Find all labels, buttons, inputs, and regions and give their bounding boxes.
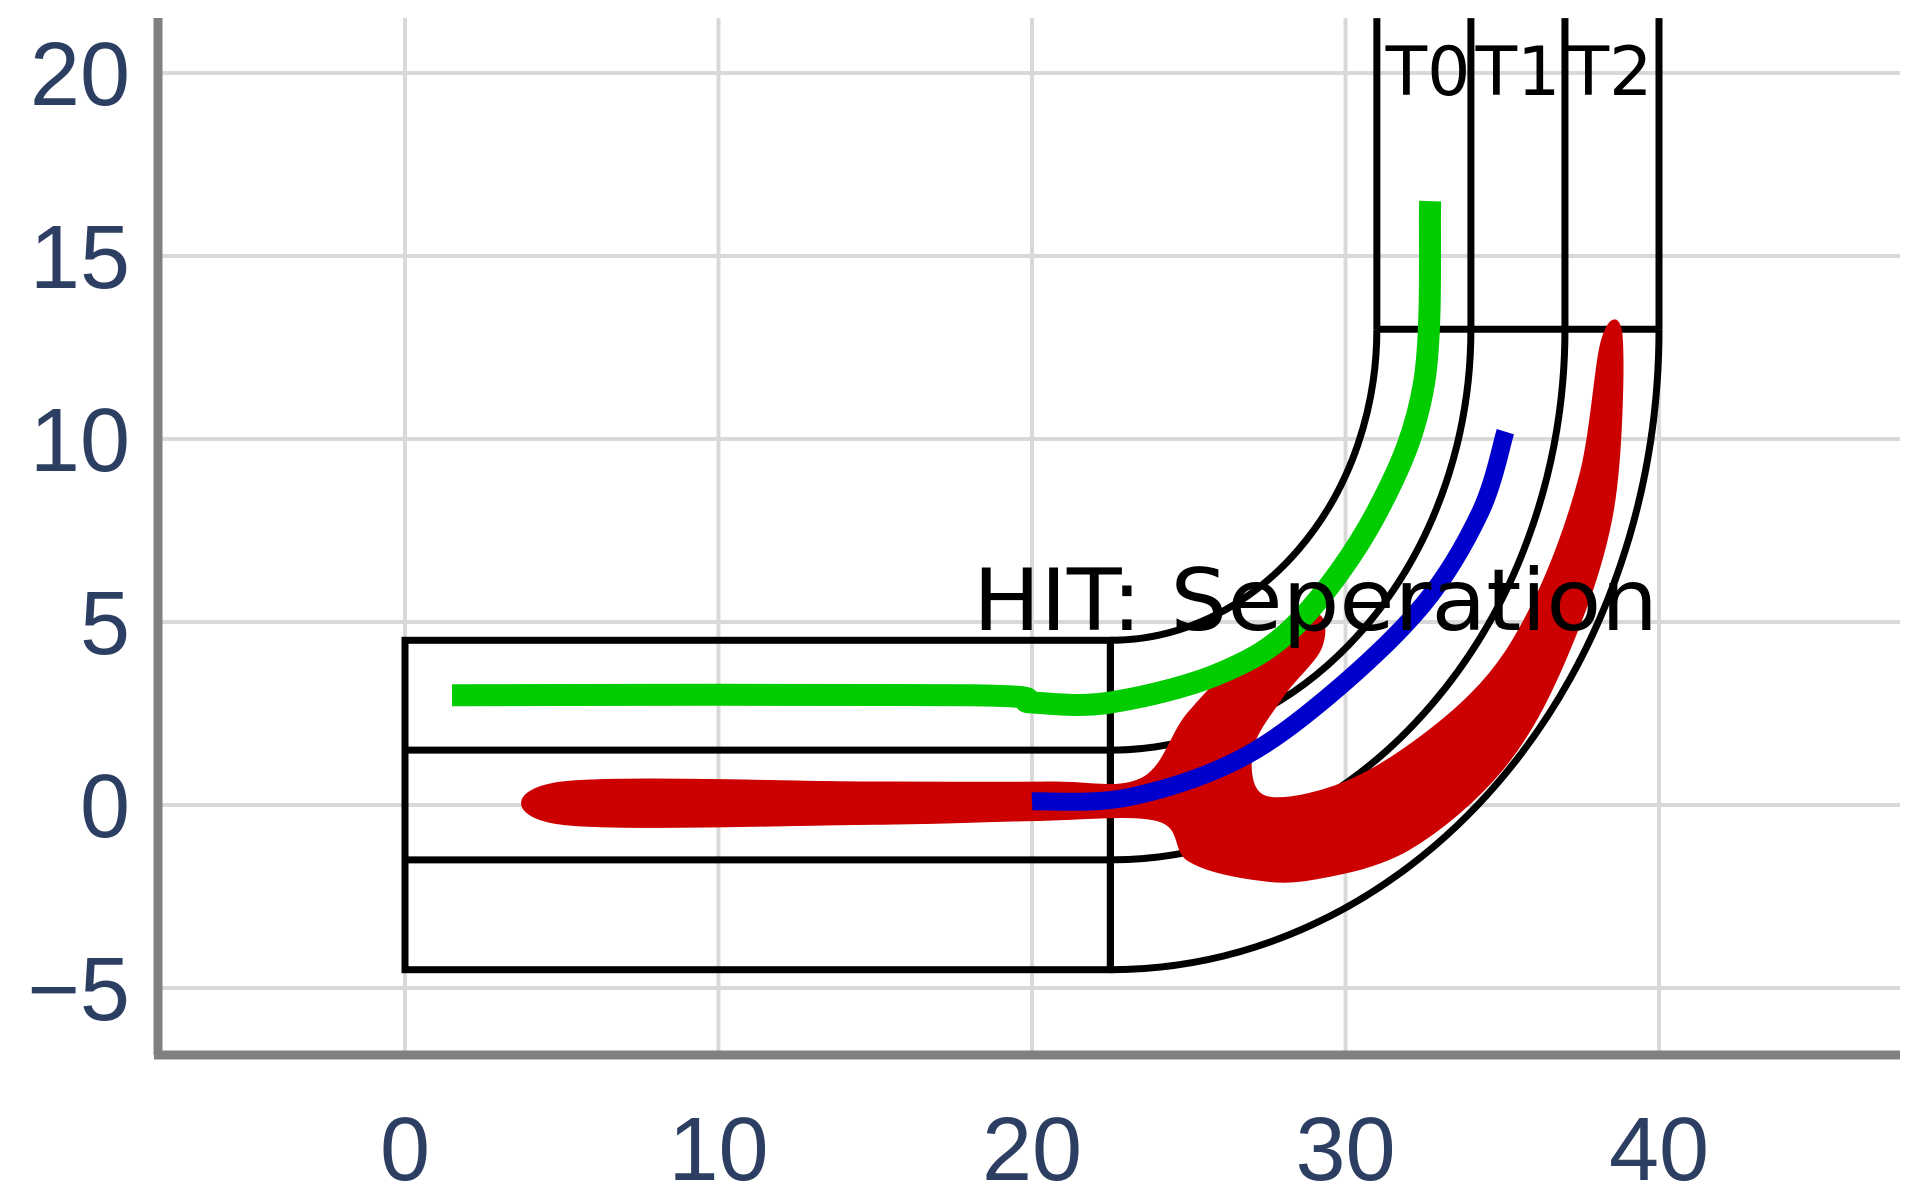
y-tick-label: 20	[30, 25, 130, 125]
flow-paths	[452, 200, 1624, 883]
bend-arc	[1110, 329, 1663, 974]
axes	[153, 18, 1900, 1060]
y-tick-label: 5	[80, 574, 130, 674]
y-tick-label: −5	[27, 940, 130, 1040]
y-tick-label: 0	[80, 757, 130, 857]
x-tick-label: 10	[668, 1100, 768, 1189]
annotations: T0 T1 T2 HIT: Seperation	[973, 33, 1658, 651]
tick-labels: 0 10 20 30 40 20 15 10 5 0 −5	[27, 25, 1709, 1189]
channel-label-t0: T0	[1385, 33, 1471, 112]
hit-label: HIT: Seperation	[973, 551, 1658, 651]
x-tick-label: 20	[982, 1100, 1082, 1189]
bend-arc	[1110, 329, 1381, 644]
x-tick-label: 0	[380, 1100, 430, 1189]
separation-region	[521, 319, 1624, 883]
channel-label-t1: T1	[1475, 33, 1561, 112]
y-tick-label: 15	[30, 208, 130, 308]
channel-label-t2: T2	[1567, 33, 1653, 112]
y-tick-label: 10	[30, 391, 130, 491]
flow-line-blue	[1031, 429, 1515, 811]
x-tick-label: 30	[1295, 1100, 1395, 1189]
flow-line-green	[452, 200, 1442, 716]
x-tick-label: 40	[1609, 1100, 1709, 1189]
